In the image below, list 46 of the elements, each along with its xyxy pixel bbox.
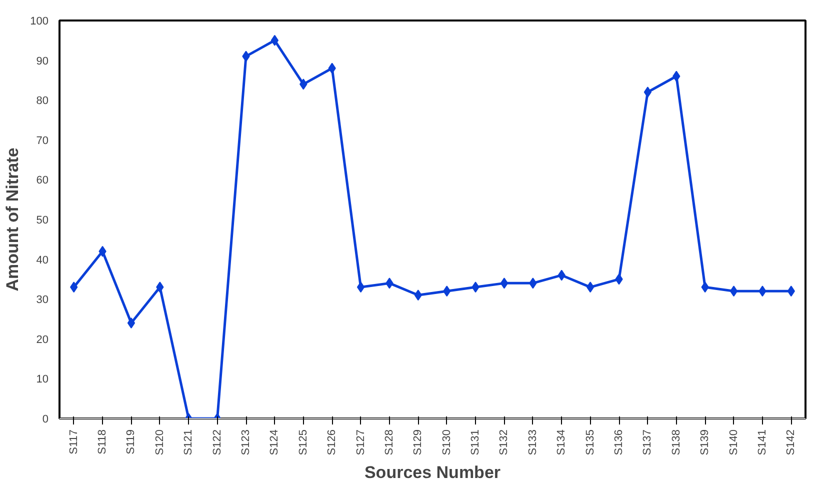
point [127, 317, 136, 328]
y-tick-label: 10 [36, 374, 49, 386]
x-axis-title: Sources Number [364, 463, 501, 482]
x-tick-label: S121 [182, 429, 195, 456]
x-tick-label: S128 [383, 429, 396, 456]
x-tick-label: S129 [412, 429, 424, 456]
x-tick-label: S122 [211, 429, 224, 456]
y-tick-label: 50 [36, 214, 49, 226]
x-tick-label: S132 [498, 429, 510, 456]
x-tick-label: S135 [584, 429, 596, 456]
point [644, 86, 652, 98]
point [356, 282, 365, 293]
x-tick-label: S117 [68, 430, 80, 454]
y-tick-label: 60 [36, 174, 49, 187]
x-tick-label: S126 [326, 429, 338, 456]
y-tick-label: 40 [36, 254, 49, 266]
x-tick-label: S137 [642, 429, 654, 456]
x-tick-label: S134 [556, 429, 568, 456]
x-tick-label: S133 [526, 429, 539, 456]
x-tick-label: S118 [96, 430, 109, 454]
point [586, 282, 594, 293]
x-tick-label: S125 [297, 429, 310, 456]
y-tick-label: 80 [36, 95, 49, 108]
x-tick-label: S124 [268, 429, 281, 456]
y-tick-label: 100 [30, 16, 49, 28]
y-tick-label: 70 [36, 134, 49, 147]
x-tick-label: S140 [728, 429, 740, 456]
x-tick-label: S138 [670, 429, 682, 456]
x-tick-label: S119 [125, 430, 138, 454]
x-tick-label: S139 [699, 429, 712, 456]
x-tick-label: S123 [240, 429, 252, 456]
point [270, 34, 279, 46]
x-tick-label: S141 [756, 429, 768, 456]
point [500, 278, 508, 289]
y-tick-label: 30 [36, 294, 49, 306]
y-axis-title: Amount of Nitrate [3, 148, 22, 292]
x-tick-label: S131 [470, 429, 482, 456]
point [730, 286, 738, 297]
x-tick-label: S130 [440, 429, 453, 456]
x-tick-label: S127 [354, 429, 367, 456]
y-tick-label: 0 [42, 414, 49, 426]
x-tick-label: S136 [613, 429, 625, 456]
y-tick-label: 90 [36, 55, 49, 68]
y-tick-label: 20 [36, 334, 49, 346]
x-tick-label: S120 [154, 429, 166, 456]
x-tick-label: S142 [785, 429, 798, 456]
